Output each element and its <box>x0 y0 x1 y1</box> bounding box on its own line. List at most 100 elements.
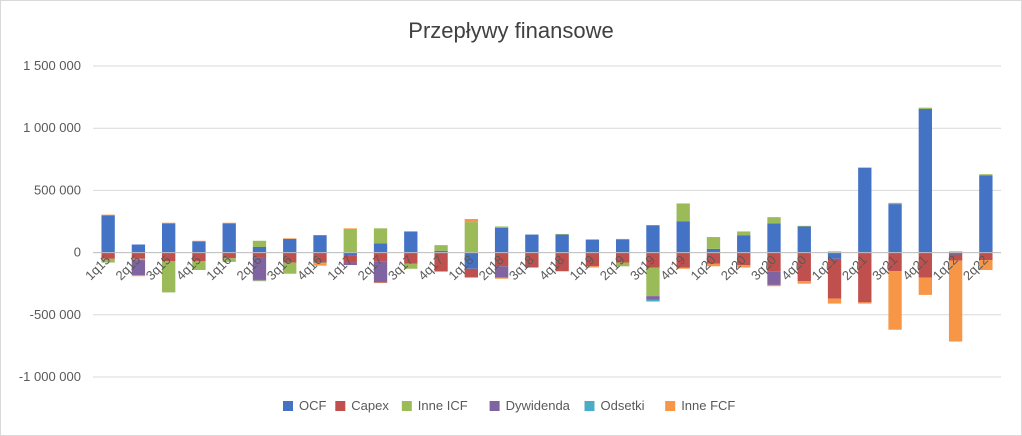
y-tick-label: -1 000 000 <box>19 369 81 384</box>
bar-segment-inne-icf <box>706 237 721 249</box>
bar-segment-capex <box>676 252 690 268</box>
bar-segment-capex <box>434 252 448 272</box>
legend-label: OCF <box>299 398 327 413</box>
bar-segment-inne-icf <box>737 231 751 236</box>
bar-segment-capex <box>706 252 721 264</box>
bar-segment-capex <box>948 254 963 261</box>
bar-segment-inne-icf <box>464 222 478 253</box>
bar-segment-inne-fcf <box>252 280 267 282</box>
bar-segment-inne-fcf <box>192 240 206 242</box>
legend-item-dywidenda: Dywidenda <box>489 398 571 413</box>
y-tick-label: 1 500 000 <box>23 58 81 73</box>
bar-segment-dywidenda <box>767 271 781 285</box>
bar-segment-capex <box>858 252 872 303</box>
bar-segment-capex <box>283 252 297 263</box>
bar-segment-capex <box>313 252 327 263</box>
bar-segment-ocf <box>252 247 267 253</box>
bar-segment-capex <box>918 252 932 278</box>
bar-segment-dywidenda <box>646 296 660 300</box>
bar-segment-ocf <box>101 215 115 253</box>
bar-segment-inne-fcf <box>313 263 327 266</box>
bar-segment-ocf <box>525 234 539 253</box>
bar-segment-ocf <box>797 226 811 253</box>
bar-segment-capex <box>162 252 176 262</box>
bar-segment-inne-icf <box>343 228 357 253</box>
bar-segment-ocf <box>616 239 630 253</box>
bar-segment-capex <box>737 252 751 266</box>
bar-segment-inne-icf <box>555 233 569 235</box>
bar-segment-capex <box>767 252 781 272</box>
bar-segment-inne-icf <box>283 262 297 274</box>
bar-segment-inne-fcf <box>434 271 448 272</box>
bar-segment-inne-fcf <box>767 284 781 287</box>
legend-swatch <box>401 401 412 411</box>
bar-segment-ocf <box>767 223 781 253</box>
bar-segment-ocf <box>737 235 751 253</box>
bar-segment-inne-icf <box>767 217 781 224</box>
y-tick-label: -500 000 <box>30 307 81 322</box>
bar-segment-inne-icf <box>797 225 811 227</box>
bar-segment-inne-icf <box>948 251 963 253</box>
bar-segment-ocf <box>979 175 993 253</box>
bar-segment-odsetki <box>646 299 660 302</box>
bar-segment-inne-icf <box>858 167 872 169</box>
bar-segment-capex <box>979 252 993 261</box>
bar-segment-ocf <box>827 252 842 259</box>
bar-segment-inne-icf <box>313 262 327 264</box>
bar-segment-inne-fcf <box>676 267 690 269</box>
bar-segment-capex <box>222 252 236 259</box>
bar-segment-ocf <box>918 108 932 253</box>
bar-segment-inne-icf <box>616 262 630 267</box>
legend-label: Inne FCF <box>681 398 735 413</box>
bar-segment-ocf <box>222 223 236 253</box>
y-tick-label: 500 000 <box>34 182 81 197</box>
y-tick-label: 0 <box>74 245 81 260</box>
bar-segment-inne-icf <box>404 263 418 269</box>
bar-segment-capex <box>888 252 902 272</box>
bar-segment-inne-fcf <box>737 265 751 268</box>
bar-segment-inne-fcf <box>494 277 509 279</box>
bar-segment-inne-fcf <box>918 277 932 295</box>
bar-segment-inne-icf <box>979 174 993 176</box>
bar-segment-capex <box>646 252 660 268</box>
bar-segment-inne-icf <box>434 245 448 251</box>
bar-segment-dywidenda <box>494 266 509 278</box>
legend-item-inne-icf: Inne ICF <box>401 398 468 413</box>
legend-label: Inne ICF <box>418 398 468 413</box>
bar-segment-dywidenda <box>131 260 146 275</box>
legend-item-ocf: OCF <box>283 398 327 413</box>
bar-segment-inne-fcf <box>616 238 630 240</box>
bar-segment-ocf <box>858 168 872 253</box>
legend-swatch <box>584 401 595 411</box>
bar-segment-inne-fcf <box>888 271 902 330</box>
bar-segment-ocf <box>646 225 660 253</box>
bar-segment-capex <box>343 255 357 263</box>
bar-segment-inne-icf <box>101 258 115 263</box>
legend-label: Odsetki <box>601 398 645 413</box>
bar-segment-inne-fcf <box>797 281 811 284</box>
bar-segment-capex <box>797 252 811 282</box>
bar-segment-inne-icf <box>888 202 902 205</box>
bar-segment-ocf <box>162 223 176 253</box>
bar-segment-ocf <box>555 234 569 253</box>
bar-segment-ocf <box>888 204 902 253</box>
bar-segment-inne-fcf <box>858 302 872 304</box>
bar-segment-inne-fcf <box>706 263 721 267</box>
bar-segment-inne-fcf <box>948 260 963 342</box>
legend-swatch <box>335 401 346 411</box>
bar-segment-ocf <box>283 238 297 253</box>
bar-segment-odsetki <box>252 279 267 281</box>
y-axis: -1 000 000 -500 000 0 500 000 1 000 000 1 500… <box>19 58 81 384</box>
chart-title: Przepływy finansowe <box>408 18 613 43</box>
bar-segment-capex <box>555 252 569 272</box>
bar-segment-ocf <box>464 252 478 269</box>
bar-segment-capex <box>494 252 509 267</box>
bar-segment-dywidenda <box>343 262 357 266</box>
bar-segment-inne-icf <box>676 203 690 222</box>
bar-segment-inne-icf <box>222 258 236 262</box>
bar-segment-inne-fcf <box>162 222 176 224</box>
bar-segment-dywidenda <box>252 257 267 280</box>
bar-segment-inne-fcf <box>464 219 478 223</box>
